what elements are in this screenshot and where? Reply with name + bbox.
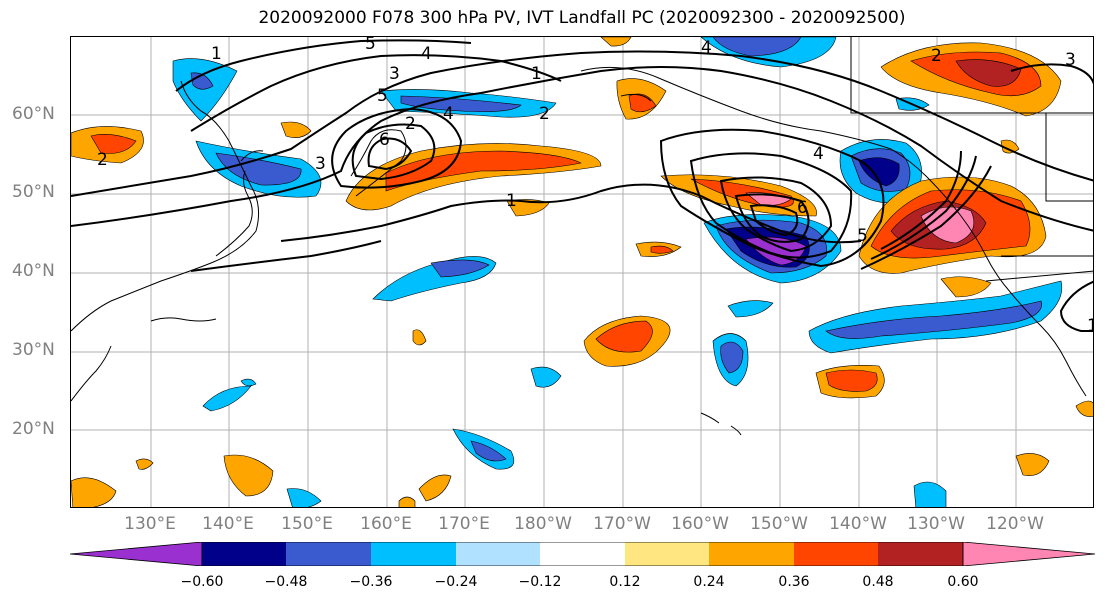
- contour-label: 1: [211, 44, 222, 64]
- map-panel: 5 4 3 1 2 1 4 2 4 5 3 6 1 4 6 5 2 3 2 1: [70, 36, 1094, 508]
- contour-label: 2: [405, 114, 416, 134]
- colorbar-graphic: [69, 541, 1096, 567]
- colorbar-tick: −0.36: [349, 574, 393, 590]
- lon-label-180w: 180°W: [514, 514, 572, 534]
- lat-label-30n: 30°N: [12, 340, 55, 360]
- lon-label-150e: 150°E: [281, 514, 333, 534]
- lon-label-170e: 170°E: [438, 514, 490, 534]
- colorbar-tick: 0.12: [609, 574, 641, 590]
- map-title: 2020092000 F078 300 hPa PV, IVT Landfall…: [258, 8, 906, 28]
- colorbar-tick: 0.36: [778, 574, 810, 590]
- contour-label: 3: [389, 64, 400, 84]
- lat-label-60n: 60°N: [12, 104, 55, 124]
- contour-label: 2: [931, 46, 942, 66]
- contour-label: 1: [531, 64, 542, 84]
- lon-label-160e: 160°E: [360, 514, 412, 534]
- gridlines: [71, 37, 1093, 507]
- contour-label: 5: [857, 226, 868, 246]
- lon-label-140e: 140°E: [202, 514, 254, 534]
- contour-label: 4: [701, 38, 712, 58]
- colorbar: [69, 541, 1100, 570]
- lon-label-150w: 150°W: [750, 514, 808, 534]
- lon-label-140w: 140°W: [829, 514, 887, 534]
- colorbar-tick: 0.24: [693, 574, 725, 590]
- contour-label: 6: [797, 198, 808, 218]
- colorbar-tick: −0.48: [264, 574, 308, 590]
- colorbar-tick: −0.60: [180, 574, 224, 590]
- contour-label: 4: [443, 104, 454, 124]
- colorbar-tick: −0.24: [434, 574, 478, 590]
- lon-label-130e: 130°E: [124, 514, 176, 534]
- lon-label-160w: 160°W: [671, 514, 729, 534]
- contour-label: 2: [97, 150, 108, 170]
- pv-contours: [71, 39, 1093, 332]
- contour-label: 3: [1065, 50, 1076, 70]
- lon-label-130w: 130°W: [907, 514, 965, 534]
- lon-label-170w: 170°W: [593, 514, 651, 534]
- lat-label-20n: 20°N: [12, 419, 55, 439]
- contour-label: 1: [506, 191, 517, 211]
- contour-label: 1: [1087, 316, 1094, 336]
- coastlines: [71, 37, 1093, 436]
- colorbar-tick: −0.12: [518, 574, 562, 590]
- contour-label: 2: [539, 104, 550, 124]
- contour-label: 6: [379, 130, 390, 150]
- ivt-pc-fill: [71, 37, 1093, 507]
- lon-label-120w: 120°W: [986, 514, 1044, 534]
- contour-labels: 5 4 3 1 2 1 4 2 4 5 3 6 1 4 6 5 2 3 2 1: [97, 37, 1094, 336]
- colorbar-tick: 0.48: [862, 574, 894, 590]
- contour-label: 5: [365, 37, 376, 54]
- lat-label-50n: 50°N: [12, 182, 55, 202]
- contour-label: 4: [421, 44, 432, 64]
- colorbar-tick: 0.60: [947, 574, 979, 590]
- contour-label: 4: [813, 144, 824, 164]
- contour-label: 5: [377, 86, 388, 106]
- map-plot: 5 4 3 1 2 1 4 2 4 5 3 6 1 4 6 5 2 3 2 1: [71, 37, 1094, 507]
- contour-label: 3: [315, 154, 326, 174]
- lat-label-40n: 40°N: [12, 261, 55, 281]
